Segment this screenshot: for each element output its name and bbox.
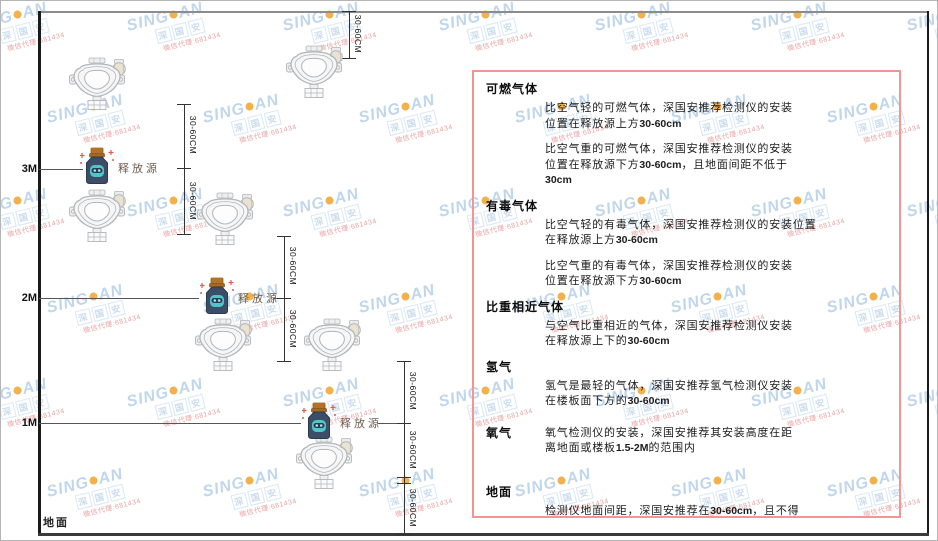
dimension-tick xyxy=(397,423,411,424)
dimension-line xyxy=(184,104,185,234)
dimension-tick xyxy=(277,298,291,299)
dimension-tick xyxy=(397,483,411,484)
source-connector-line xyxy=(378,423,404,424)
panel-paragraph: 检测仪地面间距，深国安推荐在30-60cm，且不得小于30cm，因为过低容易水溅… xyxy=(545,504,800,517)
panel-paragraph: 比空气轻的有毒气体，深国安推荐检测仪的安装位置 在释放源上方30-60cm xyxy=(545,218,817,247)
level-leader-line xyxy=(39,298,199,299)
dimension-label: 30-60CM xyxy=(288,309,298,349)
release-source-label: 释放源 xyxy=(118,163,160,175)
panel-section: 氢气氢气是最轻的气体，深国安推荐氢气检测仪安装 在楼板面下方的30-60cm xyxy=(486,360,885,410)
panel-section-heading: 氧气 xyxy=(486,425,513,440)
height-level-label: 3M xyxy=(21,163,37,175)
dimension-tick xyxy=(342,11,356,12)
ground-label: 地面 xyxy=(43,517,69,529)
release-source-icon xyxy=(80,147,114,184)
dimension-tick xyxy=(277,236,291,237)
panel-section-heading: 地面 xyxy=(486,484,513,499)
panel-section-heading: 有毒气体 xyxy=(486,198,539,213)
dimension-tick xyxy=(177,104,191,105)
dimension-label: 30-60CM xyxy=(408,371,418,411)
release-source-icon xyxy=(302,402,336,439)
panel-paragraph: 与空气比重相近的气体，深国安推荐检测仪安装 在释放源上下的30-60cm xyxy=(545,319,793,348)
info-panel: 可燃气体 比空气轻的可燃气体，深国安推荐检测仪的安装 位置在释放源上方30-60cm… xyxy=(472,70,901,518)
dimension-label: 30-60CM xyxy=(408,430,418,470)
release-source-icon xyxy=(200,277,234,314)
ceiling-line xyxy=(38,11,929,13)
dimension-tick xyxy=(397,534,411,535)
dimension-label: 30-60CM xyxy=(288,246,298,286)
dimension-line xyxy=(349,11,350,58)
gas-detector-icon xyxy=(197,192,254,245)
panel-paragraph: 比空气重的有毒气体，深国安推荐检测仪的安装 位置在释放源下方30-60cm xyxy=(545,259,793,288)
dimension-line xyxy=(404,361,405,534)
dimension-label: 30-60CM xyxy=(188,115,198,155)
gas-detector-icon xyxy=(304,318,361,371)
dimension-label: 30-60CM xyxy=(408,488,418,528)
ground-line xyxy=(38,533,929,536)
gas-detector-icon xyxy=(195,318,252,371)
panel-section-heading: 比重相近气体 xyxy=(486,299,565,314)
gas-detector-icon xyxy=(69,57,126,110)
dimension-tick xyxy=(342,58,356,59)
height-level-label: 1M xyxy=(21,417,37,429)
panel-section: 可燃气体 比空气轻的可燃气体，深国安推荐检测仪的安装 位置在释放源上方30-60cm… xyxy=(486,82,885,189)
dimension-tick xyxy=(277,361,291,362)
panel-paragraph: 比空气重的可燃气体，深国安推荐检测仪的安装 位置在释放源下方30-60cm，且地面… xyxy=(545,143,793,186)
panel-section-heading: 可燃气体 xyxy=(486,82,539,96)
height-level-label: 2M xyxy=(21,292,37,304)
dimension-tick xyxy=(177,168,191,169)
level-leader-line xyxy=(39,169,83,170)
release-source-label: 释放源 xyxy=(238,293,280,305)
level-leader-line xyxy=(39,423,301,424)
left-wall-line xyxy=(38,11,41,536)
panel-section: 地面检测仪地面间距，深国安推荐在30-60cm，且不得小于30cm，因为过低容易… xyxy=(486,484,885,517)
panel-paragraph: 比空气轻的可燃气体，深国安推荐检测仪的安装 位置在释放源上方30-60cm xyxy=(545,102,793,130)
panel-paragraph: 氢气是最轻的气体，深国安推荐氢气检测仪安装 在楼板面下方的30-60cm xyxy=(545,379,793,408)
dimension-label: 30-60CM xyxy=(353,14,363,54)
release-source-label: 释放源 xyxy=(340,418,382,430)
dimension-tick xyxy=(177,234,191,235)
gas-detector-icon xyxy=(296,436,353,489)
right-wall-line xyxy=(927,11,929,536)
dimension-tick xyxy=(397,361,411,362)
panel-section: 氧气 氧气检测仪的安装，深国安推荐其安装高度在距 离地面或楼板1.5-2M的范围内 xyxy=(486,420,885,467)
panel-section-heading: 氢气 xyxy=(486,359,513,374)
gas-detector-icon xyxy=(69,189,126,242)
gas-detector-icon xyxy=(286,45,343,98)
panel-paragraph: 氧气检测仪的安装，深国安推荐其安装高度在距 离地面或楼板1.5-2M的范围内 xyxy=(545,426,793,455)
panel-section: 比重相近气体与空气比重相近的气体，深国安推荐检测仪安装 在释放源上下的30-60c… xyxy=(486,300,885,350)
panel-section: 有毒气体 比空气轻的有毒气体，深国安推荐检测仪的安装位置 在释放源上方30-60cm… xyxy=(486,199,885,290)
dimension-tick xyxy=(397,477,411,478)
